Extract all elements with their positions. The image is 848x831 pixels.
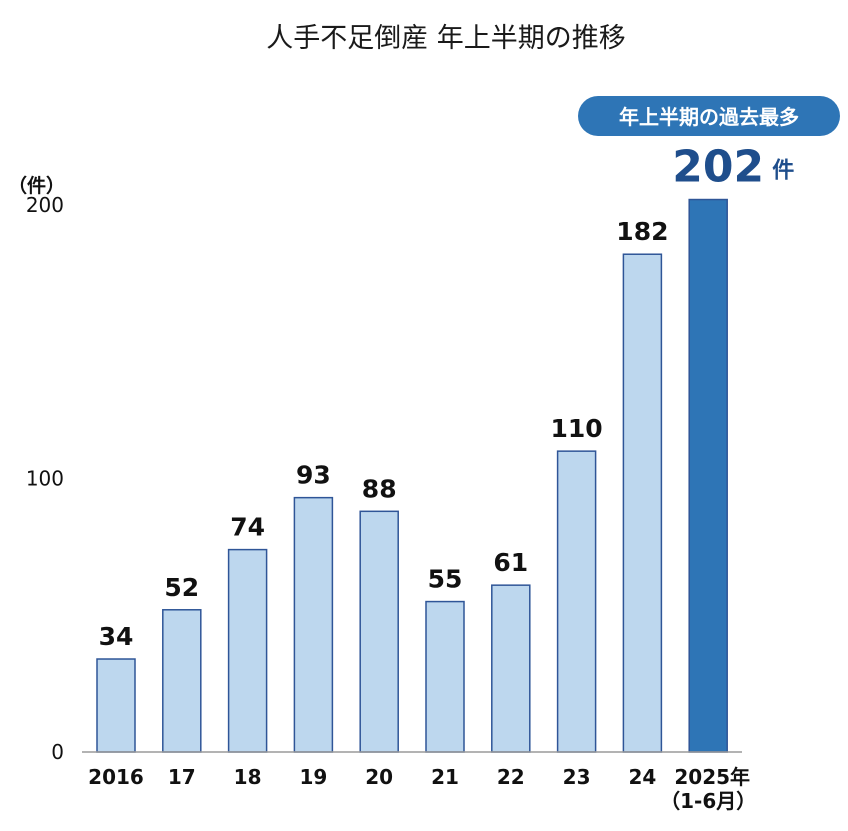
value-label: 55	[428, 565, 463, 594]
bar	[96, 658, 136, 753]
x-tick-label: 22	[497, 765, 525, 789]
bar	[359, 510, 399, 753]
value-label: 110	[551, 414, 603, 443]
x-tick-sublabel: （1-6月）	[660, 789, 756, 813]
bar	[425, 600, 465, 753]
value-label: 61	[493, 548, 528, 577]
bar	[162, 609, 202, 753]
x-tick-label: 2025年	[674, 765, 750, 789]
y-tick-label: 0	[51, 740, 64, 764]
value-label: 52	[164, 573, 199, 602]
value-label: 74	[230, 513, 265, 542]
badge-text: 年上半期の過去最多	[619, 105, 799, 129]
value-label-highlight: 202	[672, 142, 764, 193]
y-tick-label: 200	[26, 193, 64, 217]
badge-annotation: 年上半期の過去最多	[578, 96, 840, 136]
y-axis-unit-label: （件）	[8, 174, 65, 197]
y-tick-label: 100	[26, 467, 64, 491]
x-tick-label: 23	[563, 765, 591, 789]
x-tick-label: 17	[168, 765, 196, 789]
value-label: 34	[99, 622, 134, 651]
bar-highlight	[688, 198, 728, 753]
x-tick-label: 19	[299, 765, 327, 789]
x-tick-label: 2016	[88, 765, 144, 789]
bar	[491, 584, 531, 753]
bar	[622, 253, 663, 753]
badge-background	[578, 96, 840, 136]
x-tick-label: 21	[431, 765, 459, 789]
x-tick-label: 24	[628, 765, 656, 789]
bar	[227, 548, 268, 753]
value-label: 182	[616, 217, 668, 246]
value-unit-label: 件	[772, 159, 794, 184]
x-tick-label: 18	[234, 765, 262, 789]
value-label: 88	[362, 474, 397, 503]
value-label: 93	[296, 461, 331, 490]
chart-title: 人手不足倒産 年上半期の推移	[266, 23, 626, 54]
bars-group	[96, 198, 728, 753]
bar	[556, 450, 597, 753]
bar	[293, 496, 334, 753]
x-tick-label: 20	[365, 765, 393, 789]
